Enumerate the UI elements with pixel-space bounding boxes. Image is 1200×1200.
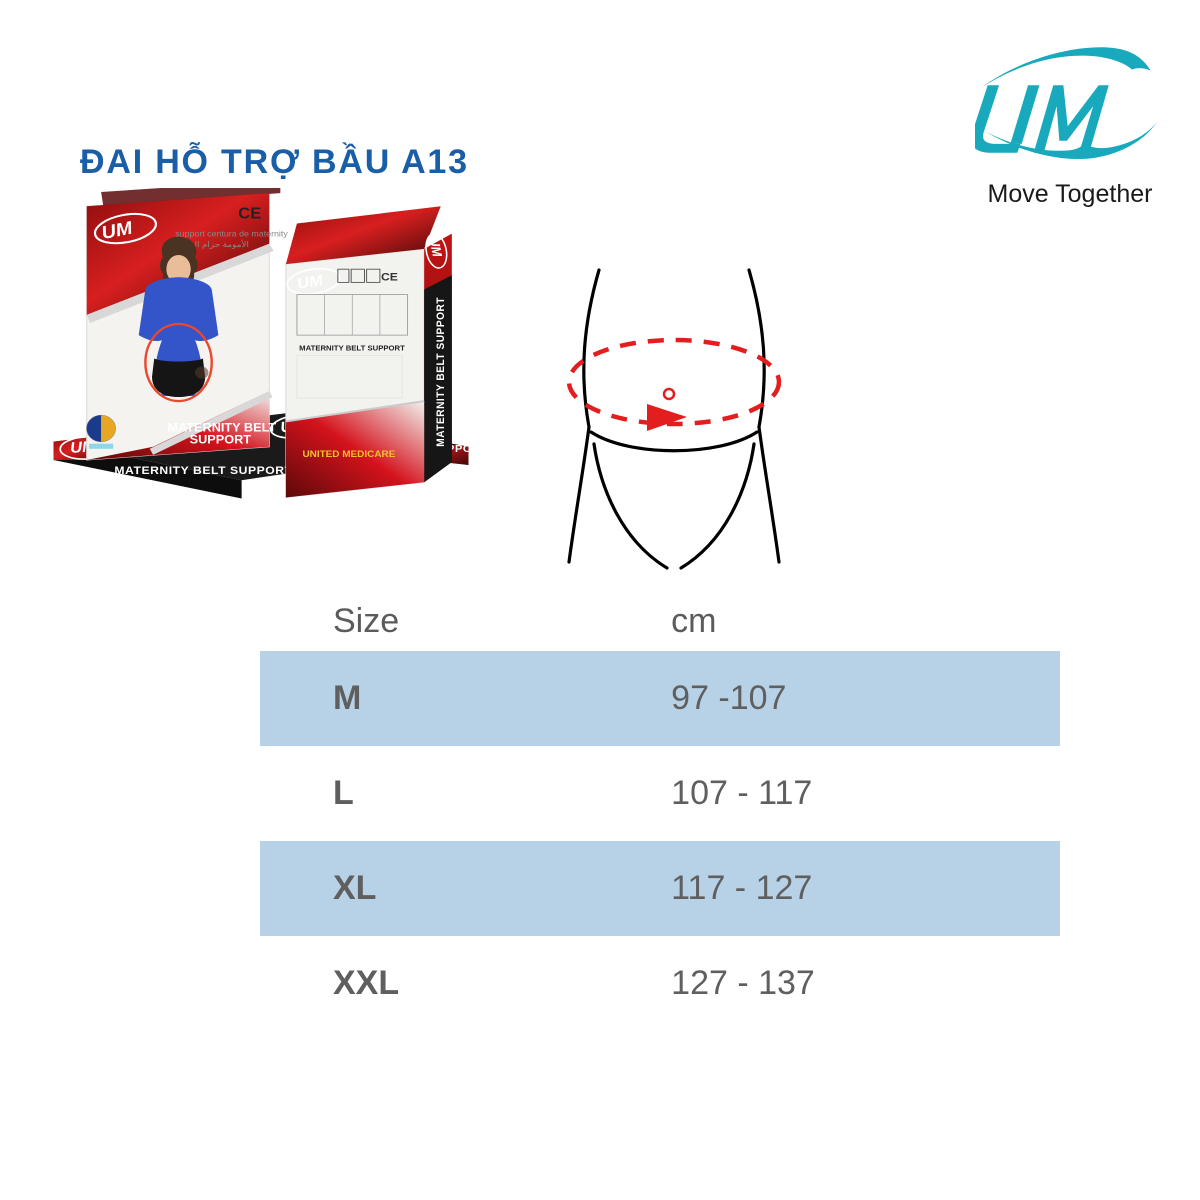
svg-text:UNITED MEDICARE: UNITED MEDICARE xyxy=(302,449,395,460)
svg-text:MATERNITY BELT SUPPORT: MATERNITY BELT SUPPORT xyxy=(114,465,292,477)
svg-text:CE: CE xyxy=(238,206,261,222)
svg-text:support centura de maternity: support centura de maternity xyxy=(175,229,288,239)
svg-text:MATERNITY BELT SUPPORT: MATERNITY BELT SUPPORT xyxy=(435,297,448,447)
svg-text:MATERNITY BELT SUPPORT: MATERNITY BELT SUPPORT xyxy=(299,344,405,353)
svg-text:SUPPORT: SUPPORT xyxy=(190,433,252,446)
svg-text:CE: CE xyxy=(381,271,398,283)
